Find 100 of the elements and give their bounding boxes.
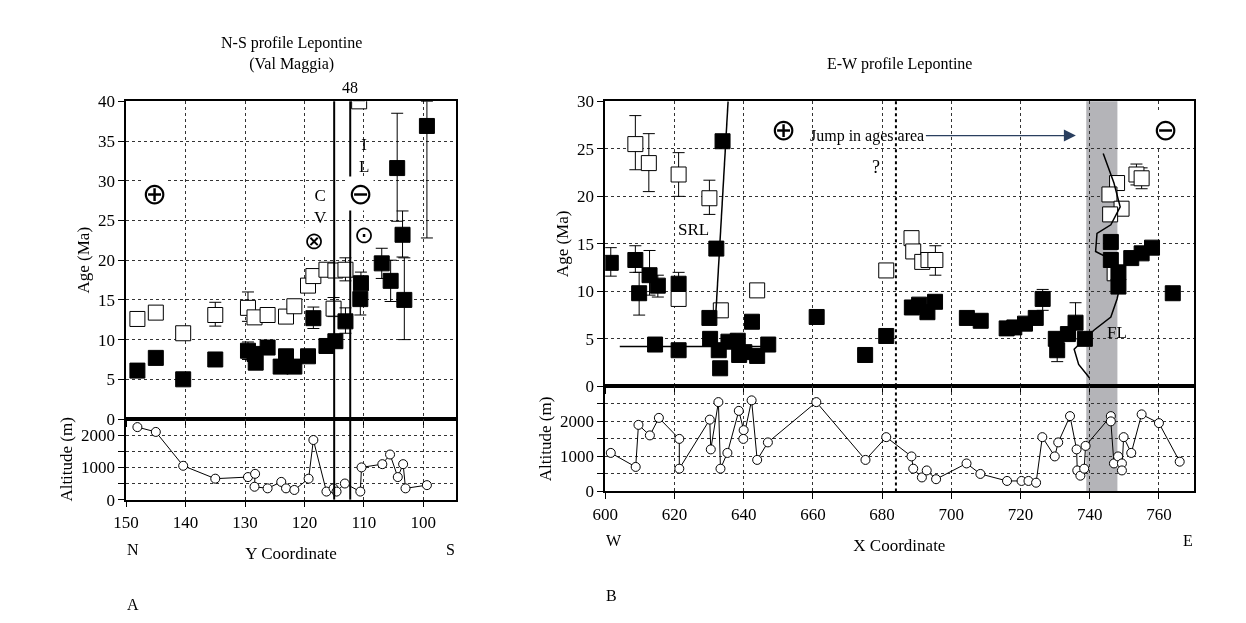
point	[303, 473, 314, 484]
y-axis-title: Age (Ma)	[74, 226, 94, 294]
point	[972, 312, 989, 329]
point	[713, 397, 724, 408]
point	[286, 298, 303, 315]
point	[808, 308, 825, 325]
point	[355, 486, 366, 497]
y-tick-label: 5	[585, 329, 595, 349]
text: E	[1183, 532, 1193, 549]
point	[150, 426, 161, 437]
point	[337, 313, 354, 330]
y-tick-label: 10	[577, 282, 595, 302]
point	[305, 310, 322, 327]
y-tick-label: 1000	[560, 447, 595, 467]
point	[958, 309, 975, 326]
x-tick-label: 150	[113, 512, 139, 532]
annotation: ⊕	[771, 113, 796, 146]
y-tick-label: 35	[97, 132, 115, 151]
point	[674, 463, 685, 474]
point	[418, 117, 435, 134]
point	[1049, 342, 1066, 359]
point	[394, 226, 411, 243]
point	[249, 481, 260, 492]
series-label: SRL	[678, 220, 710, 239]
point	[701, 190, 718, 207]
point	[715, 463, 726, 474]
point	[670, 275, 687, 292]
point	[175, 325, 192, 342]
point	[670, 342, 687, 359]
point	[1053, 437, 1064, 448]
text: S	[446, 541, 455, 558]
point	[1079, 463, 1090, 474]
x-tick-label: 640	[730, 504, 757, 524]
point	[704, 414, 715, 425]
point	[1102, 206, 1119, 223]
point	[207, 351, 224, 368]
y-tick-label: 0	[106, 490, 115, 510]
y-axis-title: Altitude (m)	[536, 396, 556, 482]
point	[262, 483, 273, 494]
x-tick-label: 140	[172, 512, 199, 532]
x-tick-label: 760	[1146, 504, 1172, 524]
text: W	[606, 532, 622, 549]
point	[627, 251, 644, 268]
x-tick-label: 740	[1076, 504, 1103, 524]
point	[132, 422, 143, 433]
point	[259, 339, 276, 356]
point	[373, 255, 390, 272]
y-tick-label: 2000	[80, 426, 115, 446]
point	[1034, 290, 1051, 307]
y-axis-title: Altitude (m)	[57, 417, 77, 502]
point	[906, 451, 917, 462]
point	[247, 354, 264, 371]
x-tick-label: 620	[661, 504, 688, 524]
y-tick-label: 20	[97, 251, 115, 271]
y-tick-label: 10	[97, 330, 115, 350]
x-tick-label: 100	[410, 512, 437, 532]
point	[300, 348, 317, 365]
point	[1101, 186, 1118, 203]
x-tick-label: 700	[938, 504, 965, 524]
point	[1080, 440, 1091, 451]
x-axis-title: X Coordinate	[853, 535, 946, 555]
point	[308, 434, 319, 445]
point	[738, 425, 749, 436]
point	[733, 405, 744, 416]
point	[327, 333, 344, 350]
point	[752, 454, 763, 465]
point	[385, 449, 396, 460]
point	[857, 346, 874, 363]
x-tick-label: 120	[291, 512, 318, 532]
point	[714, 133, 731, 150]
point	[1071, 444, 1082, 455]
text: A	[127, 596, 139, 613]
x-tick-label: 680	[869, 504, 895, 524]
point	[760, 336, 777, 353]
point	[674, 433, 685, 444]
y-tick-label: 15	[97, 290, 115, 310]
annotation: ⊗	[304, 228, 324, 254]
x-tick-label: 600	[592, 504, 618, 524]
point	[421, 480, 432, 491]
point	[762, 437, 773, 448]
point	[916, 472, 927, 483]
point	[644, 430, 655, 441]
point	[605, 447, 616, 458]
point	[1076, 330, 1093, 347]
point	[147, 349, 164, 366]
point	[398, 459, 409, 470]
annotation: Jump in ages area	[810, 127, 925, 145]
point	[1113, 451, 1124, 462]
point	[878, 327, 895, 344]
point	[921, 465, 932, 476]
point	[633, 419, 644, 430]
point	[738, 433, 749, 444]
point	[276, 476, 287, 487]
point	[339, 478, 350, 489]
point	[1067, 314, 1084, 331]
point	[1105, 416, 1116, 427]
point	[705, 444, 716, 455]
point	[1002, 475, 1013, 486]
point	[961, 458, 972, 469]
point	[1027, 309, 1044, 326]
